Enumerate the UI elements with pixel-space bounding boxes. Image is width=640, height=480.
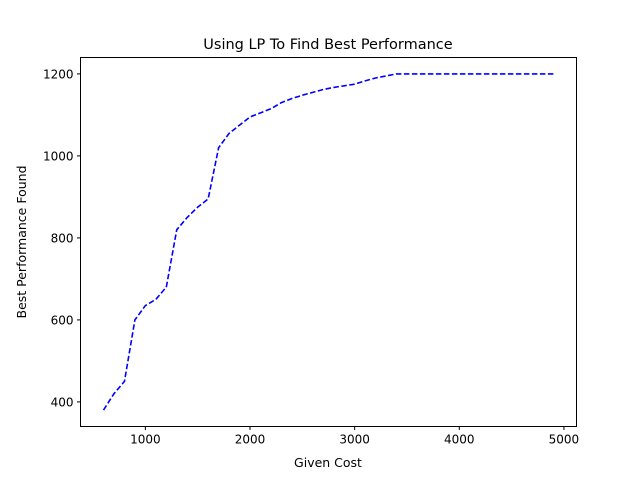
x-axis-ticks: 1000 2000 3000 4000 5000 [130, 426, 580, 447]
y-tick-label: 1200 [43, 67, 74, 81]
axes-frame [80, 57, 577, 427]
y-axis-label: Best Performance Found [14, 165, 29, 318]
series-line-0 [102, 73, 554, 411]
y-tick-label: 800 [51, 231, 74, 245]
x-tick-label: 3000 [339, 433, 370, 447]
y-axis-ticks: 400 600 800 1000 1200 [43, 67, 81, 409]
x-tick-label: 5000 [549, 433, 580, 447]
y-tick-label: 600 [51, 313, 74, 327]
chart-title: Using LP To Find Best Performance [203, 37, 453, 53]
plot-area: 1000 2000 3000 4000 5000 400 600 800 1000 1200 [43, 57, 580, 447]
x-axis-label: Given Cost [294, 455, 362, 470]
x-tick-label: 1000 [130, 433, 161, 447]
x-tick-label: 4000 [444, 433, 475, 447]
x-tick-label: 2000 [235, 433, 266, 447]
y-tick-label: 400 [51, 395, 74, 409]
y-tick-label: 1000 [43, 149, 74, 163]
series-layer [102, 73, 554, 411]
